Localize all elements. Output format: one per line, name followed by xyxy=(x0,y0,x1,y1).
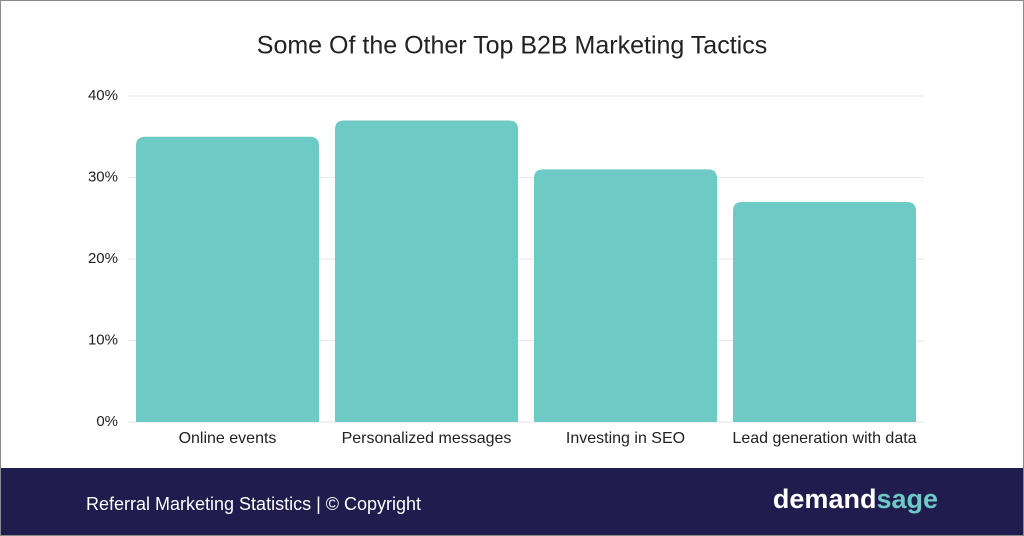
bar xyxy=(136,136,319,422)
brand-logo: demandsage xyxy=(773,484,938,514)
x-tick-label: Personalized messages xyxy=(342,430,512,447)
x-tick-label: Online events xyxy=(179,430,277,447)
brand-part: sage xyxy=(876,484,938,514)
y-tick-label: 30% xyxy=(88,168,118,185)
footer-band xyxy=(0,468,1024,536)
brand-part: demand xyxy=(773,484,877,514)
bar xyxy=(534,169,717,422)
bar xyxy=(733,201,916,422)
y-tick-label: 20% xyxy=(88,250,118,267)
y-tick-label: 0% xyxy=(96,413,118,430)
bar xyxy=(335,120,518,422)
x-tick-label: Investing in SEO xyxy=(566,430,685,447)
chart-title: Some Of the Other Top B2B Marketing Tact… xyxy=(257,32,767,60)
x-tick-label: Lead generation with data xyxy=(732,430,916,447)
footer-text: Referral Marketing Statistics | © Copyri… xyxy=(86,494,421,514)
y-tick-label: 40% xyxy=(88,87,118,104)
y-tick-label: 10% xyxy=(88,331,118,348)
plot-area: 0% 10% 20% 30% 40% Online events Personalized … xyxy=(88,87,924,447)
